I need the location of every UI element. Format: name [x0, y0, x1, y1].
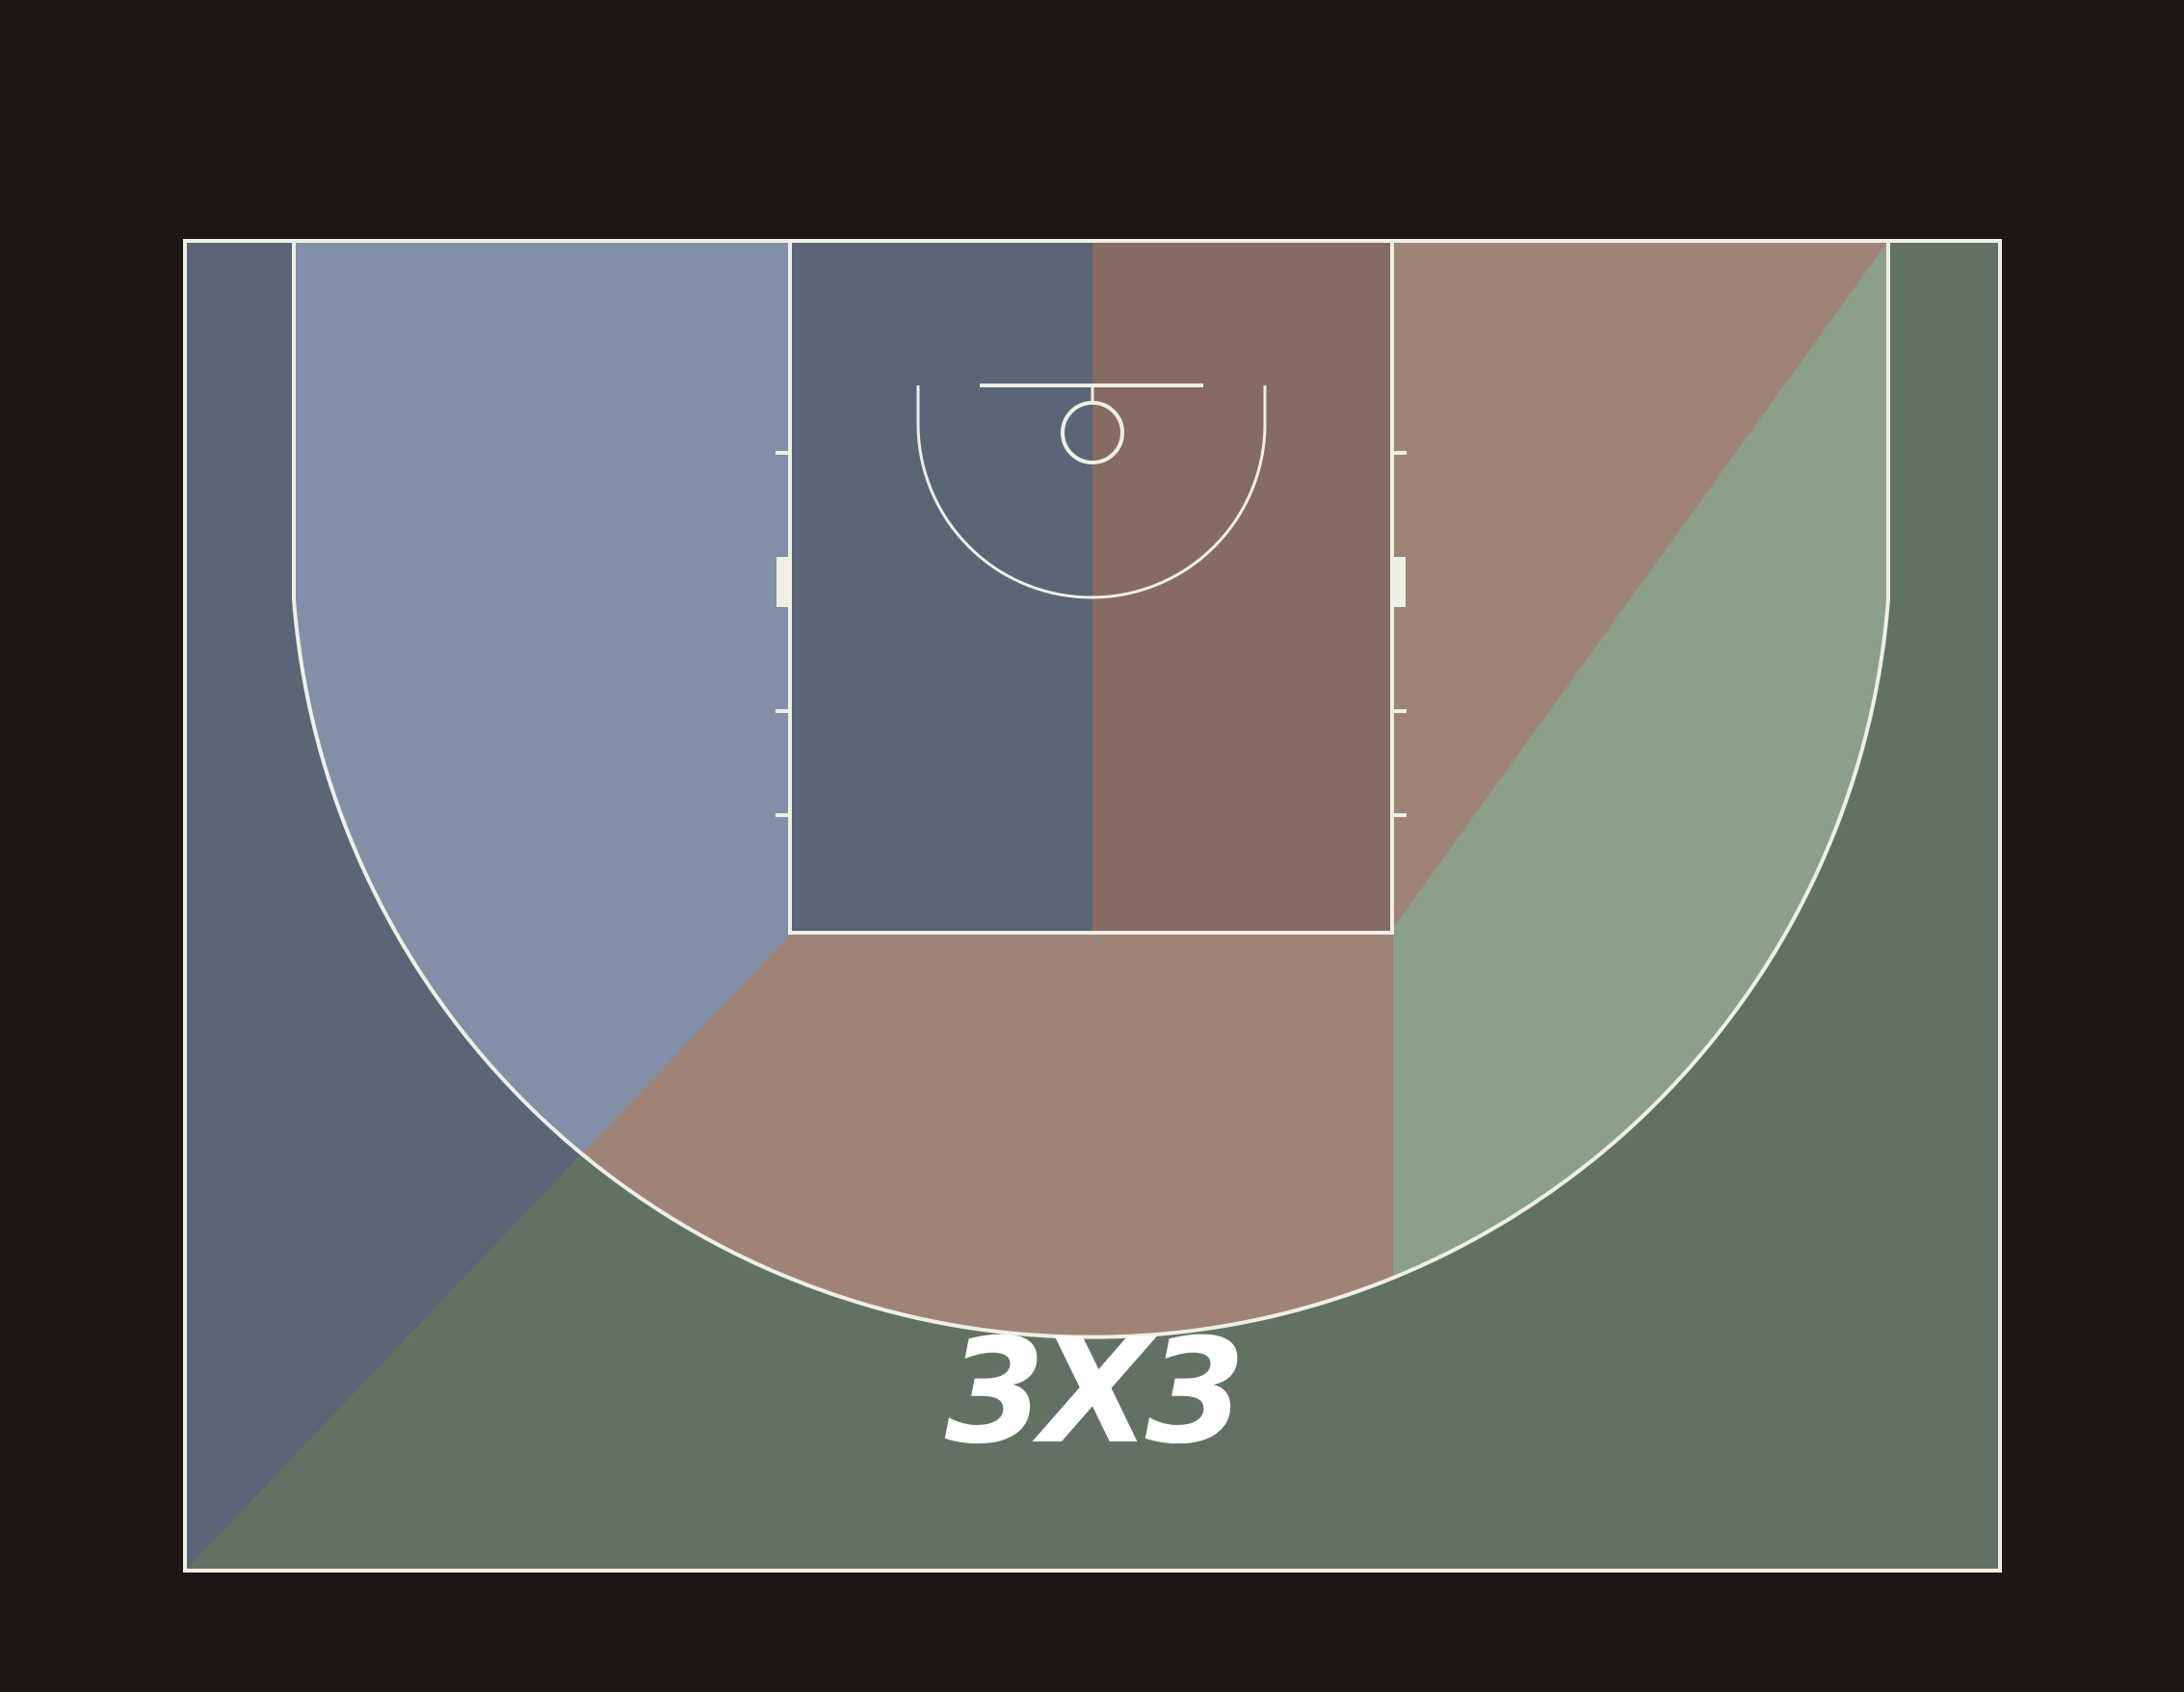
lane-block-left — [776, 557, 790, 607]
lane-hash-marks-left — [776, 451, 790, 817]
rim-circle — [1061, 401, 1124, 464]
logo-text: 3X3 — [945, 1309, 1240, 1476]
court-zones — [185, 241, 2000, 1571]
logo-3x3: 3X3 — [945, 1309, 1246, 1476]
lane-block-right — [1392, 557, 1406, 607]
three-point-line — [292, 241, 1890, 1339]
restricted-area-arc — [916, 385, 1267, 599]
zone-key-right-half — [1092, 241, 1392, 933]
lane-hash-marks-right — [1392, 451, 1407, 817]
zone-key-left-half — [790, 241, 1092, 933]
